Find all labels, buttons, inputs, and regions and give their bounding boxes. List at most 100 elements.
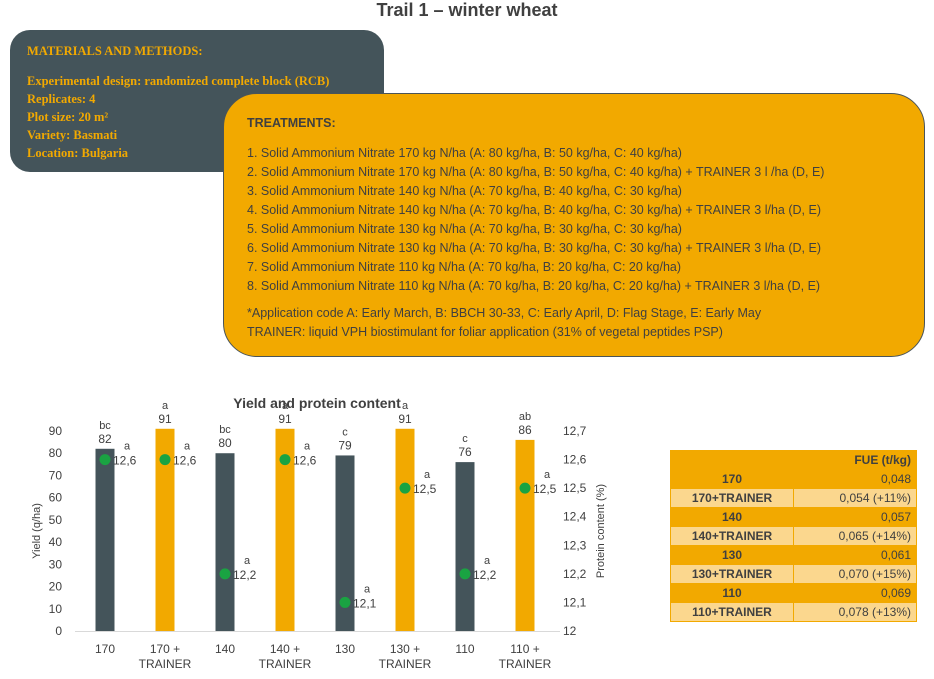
protein-value-label: 12,1 bbox=[353, 596, 377, 610]
x-tick-label: TRAINER bbox=[379, 657, 432, 671]
protein-value-label: 12,6 bbox=[293, 454, 317, 468]
bar-value-label: 91 bbox=[158, 412, 172, 426]
bar-letter-label: c bbox=[342, 426, 348, 438]
yield-bar bbox=[335, 455, 355, 631]
bar-letter-label: a bbox=[402, 400, 409, 412]
protein-value-label: 12,6 bbox=[173, 454, 197, 468]
protein-letter-label: a bbox=[484, 555, 491, 567]
materials-line: Experimental design: randomized complete… bbox=[27, 74, 330, 88]
fue-row-value: 0,065 (+14%) bbox=[793, 526, 917, 546]
bar-value-label: 76 bbox=[458, 445, 472, 459]
yield-protein-chart: Yield and protein content 0 10 20 30 40 50 60 70… bbox=[0, 385, 640, 674]
x-tick-label: 110 + bbox=[510, 642, 539, 656]
treatments-box: TREATMENTS: 1. Solid Ammonium Nitrate 17… bbox=[223, 93, 925, 357]
protein-point bbox=[459, 568, 471, 580]
fue-row-label: 130+TRAINER bbox=[670, 564, 794, 584]
fue-header: FUE (t/kg) bbox=[793, 450, 917, 470]
y2-tick-label: 12,6 bbox=[563, 453, 587, 467]
protein-value-label: 12,5 bbox=[533, 482, 557, 496]
protein-value-label: 12,6 bbox=[113, 454, 137, 468]
y-tick-label: 60 bbox=[49, 491, 63, 505]
x-tick-label: TRAINER bbox=[259, 657, 312, 671]
bar-letter-label: c bbox=[462, 433, 468, 445]
y-tick-label: 0 bbox=[55, 624, 62, 638]
treatment-item: 2. Solid Ammonium Nitrate 170 kg N/ha (A… bbox=[247, 165, 825, 179]
trainer-note: TRAINER: liquid VPH biostimulant for fol… bbox=[247, 325, 723, 339]
y2-tick-label: 12 bbox=[563, 624, 577, 638]
y2-tick-label: 12,2 bbox=[563, 567, 587, 581]
y-tick-label: 40 bbox=[49, 535, 63, 549]
bar-value-label: 80 bbox=[218, 436, 232, 450]
fue-row: 170+TRAINER 0,054 (+11%) bbox=[670, 488, 917, 508]
y2-axis-title: Protein content (%) bbox=[595, 484, 607, 578]
fue-row: 130 0,061 bbox=[670, 545, 917, 565]
protein-point bbox=[399, 482, 411, 494]
fue-row-label: 110 bbox=[670, 583, 794, 603]
treatment-item: 6. Solid Ammonium Nitrate 130 kg N/ha (A… bbox=[247, 241, 821, 255]
fue-row: 110+TRAINER 0,078 (+13%) bbox=[670, 602, 917, 622]
x-tick-label: 130 + bbox=[390, 642, 420, 656]
treatment-item: 4. Solid Ammonium Nitrate 140 kg N/ha (A… bbox=[247, 203, 821, 217]
page-title: Trail 1 – winter wheat bbox=[376, 0, 558, 20]
protein-value-label: 12,5 bbox=[413, 482, 437, 496]
fue-row-value: 0,054 (+11%) bbox=[793, 488, 917, 508]
y-tick-label: 20 bbox=[49, 580, 63, 594]
fue-row-label: 170 bbox=[670, 469, 794, 489]
y2-tick-label: 12,7 bbox=[563, 424, 587, 438]
fue-row-label: 140+TRAINER bbox=[670, 526, 794, 546]
y2-tick-label: 12,5 bbox=[563, 481, 587, 495]
fue-row-value: 0,070 (+15%) bbox=[793, 564, 917, 584]
application-code-note: *Application code A: Early March, B: BBC… bbox=[247, 306, 762, 320]
materials-line: Replicates: 4 bbox=[27, 92, 96, 106]
treatment-item: 5. Solid Ammonium Nitrate 130 kg N/ha (A… bbox=[247, 222, 682, 236]
bar-value-label: 91 bbox=[278, 412, 292, 426]
fue-row-label: 110+TRAINER bbox=[670, 602, 794, 622]
protein-letter-label: a bbox=[424, 469, 431, 481]
yield-bar bbox=[95, 448, 115, 631]
protein-point bbox=[219, 568, 231, 580]
treatments-heading: TREATMENTS: bbox=[247, 116, 336, 130]
yield-bar bbox=[515, 439, 535, 631]
protein-point bbox=[159, 454, 171, 466]
y-tick-label: 90 bbox=[49, 424, 63, 438]
yield-bar bbox=[395, 428, 415, 631]
protein-point bbox=[99, 454, 111, 466]
fue-row: 140 0,057 bbox=[670, 507, 917, 527]
yield-bar bbox=[455, 462, 475, 631]
bar-letter-label: bc bbox=[99, 420, 111, 432]
x-tick-label: 140 + bbox=[270, 642, 300, 656]
bar-value-label: 82 bbox=[98, 432, 112, 446]
protein-point bbox=[279, 454, 291, 466]
fue-row-value: 0,069 bbox=[793, 583, 917, 603]
fue-row: 140+TRAINER 0,065 (+14%) bbox=[670, 526, 917, 546]
materials-line: Location: Bulgaria bbox=[27, 146, 129, 160]
y2-tick-label: 12,3 bbox=[563, 538, 587, 552]
protein-value-label: 12,2 bbox=[233, 568, 257, 582]
bar-value-label: 79 bbox=[338, 438, 352, 452]
materials-line: Variety: Basmati bbox=[27, 128, 118, 142]
bar-letter-label: a bbox=[162, 400, 169, 412]
protein-point bbox=[519, 482, 531, 494]
protein-letter-label: a bbox=[184, 441, 191, 453]
fue-table: FUE (t/kg) 170 0,048 170+TRAINER 0,054 (… bbox=[670, 450, 917, 622]
x-tick-label: 110 bbox=[455, 642, 474, 656]
fue-row-label: 140 bbox=[670, 507, 794, 527]
fue-row: 110 0,069 bbox=[670, 583, 917, 603]
treatment-item: 7. Solid Ammonium Nitrate 110 kg N/ha (A… bbox=[247, 260, 682, 274]
materials-heading: MATERIALS AND METHODS: bbox=[27, 44, 203, 58]
yield-bar bbox=[155, 428, 175, 631]
fue-row-value: 0,061 bbox=[793, 545, 917, 565]
x-tick-label: 170 + bbox=[150, 642, 180, 656]
chart-svg: Yield and protein content 0 10 20 30 40 50 60 70… bbox=[31, 395, 607, 671]
y-tick-label: 10 bbox=[49, 602, 63, 616]
fue-row-value: 0,048 bbox=[793, 469, 917, 489]
y-axis-title: Yield (q/ha) bbox=[31, 503, 43, 559]
fue-row-label: 130 bbox=[670, 545, 794, 565]
fue-row-label: 170+TRAINER bbox=[670, 488, 794, 508]
materials-line: Plot size: 20 m² bbox=[27, 110, 109, 124]
x-tick-label: TRAINER bbox=[499, 657, 552, 671]
x-tick-label: 170 bbox=[95, 642, 115, 656]
y-tick-label: 80 bbox=[49, 446, 63, 460]
y2-tick-label: 12,4 bbox=[563, 510, 587, 524]
fue-header-empty bbox=[670, 450, 794, 470]
